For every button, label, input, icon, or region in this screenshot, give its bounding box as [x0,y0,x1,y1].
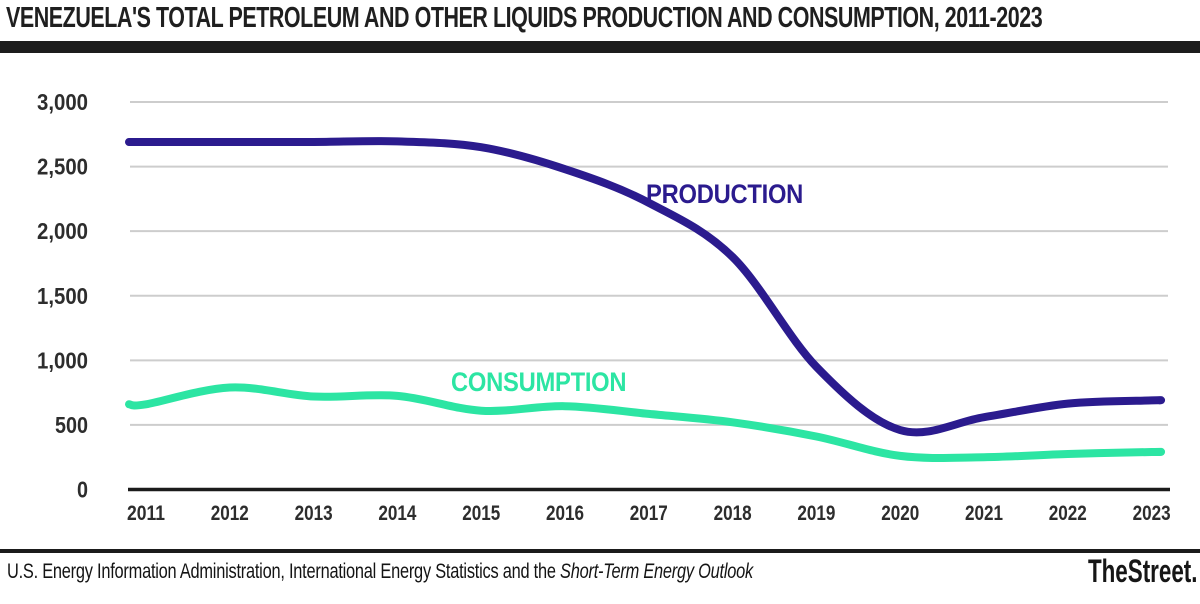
source-attribution: U.S. Energy Information Administration, … [7,560,753,584]
x-axis-tick-label: 2023 [1133,502,1171,525]
x-axis-tick-label: 2021 [965,502,1003,525]
x-axis-tick-label: 2016 [546,502,584,525]
chart-title: VENEZUELA'S TOTAL PETROLEUM AND OTHER LI… [6,2,1043,34]
footer-divider-line [0,549,1200,553]
x-axis-tick-label: 2013 [295,502,333,525]
source-text: U.S. Energy Information Administration, … [7,560,561,583]
y-axis-tick-label: 1,000 [37,347,88,373]
production-series-label: PRODUCTION [646,179,804,209]
x-axis-tick-label: 2017 [630,502,668,525]
title-underline-bar [0,41,1200,53]
y-axis-tick-label: 1,500 [37,283,88,309]
y-axis-tick-label: 3,000 [37,89,88,115]
x-axis-tick-label: 2012 [211,502,249,525]
x-axis-tick-label: 2022 [1049,502,1087,525]
thestreet-logo: TheStreet. [1087,553,1197,589]
y-axis-tick-label: 2,500 [37,154,88,180]
x-axis-tick-label: 2015 [462,502,500,525]
x-axis-tick-label: 2019 [797,502,835,525]
y-axis-tick-label: 500 [55,412,88,438]
source-text-italic: Short-Term Energy Outlook [560,560,753,583]
consumption-line [125,383,1166,462]
x-axis-tick-label: 2020 [881,502,919,525]
x-axis-tick-label: 2011 [127,502,165,525]
production-line [125,137,1166,437]
consumption-series-label: CONSUMPTION [451,367,627,397]
x-axis-tick-label: 2018 [714,502,752,525]
y-axis-tick-label: 0 [77,477,88,503]
y-axis-tick-label: 2,000 [37,218,88,244]
x-axis-tick-label: 2014 [378,502,416,525]
